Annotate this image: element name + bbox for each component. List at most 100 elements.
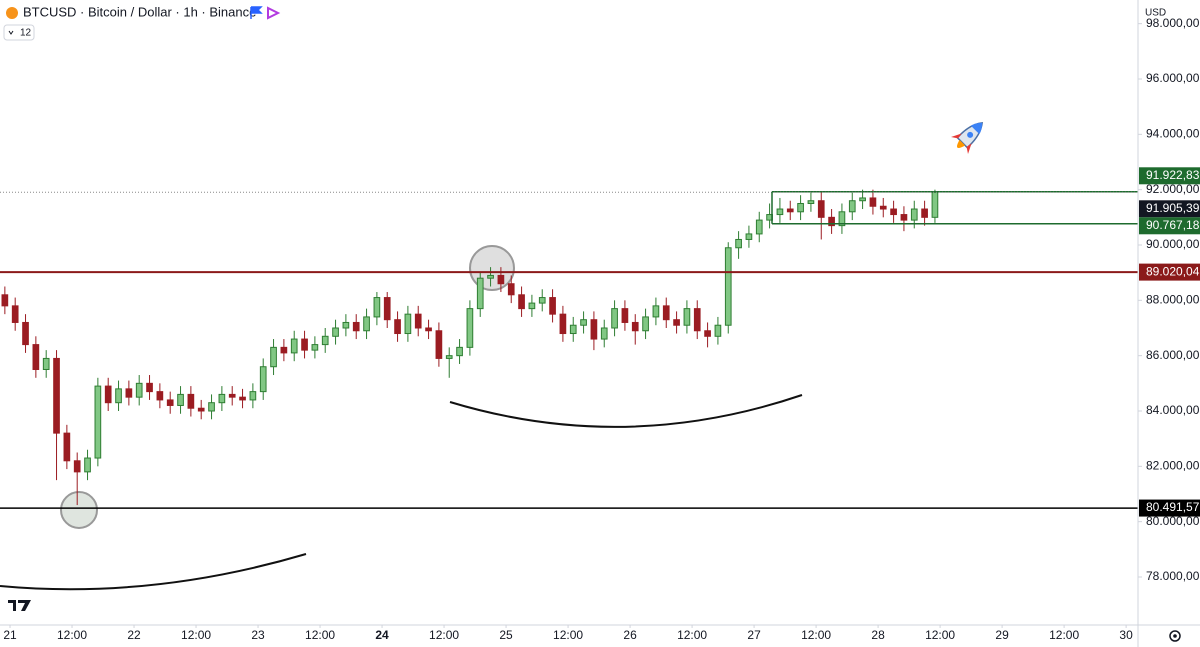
price-label-bg: [1139, 167, 1200, 185]
candle-body: [373, 297, 381, 318]
x-tick-label: 12:00: [553, 628, 583, 642]
candle-body: [270, 346, 277, 368]
candle-body: [135, 382, 143, 398]
candle-body: [569, 324, 577, 335]
candle-body: [580, 319, 587, 326]
candle-body: [745, 233, 753, 240]
candle-body: [104, 385, 112, 404]
x-tick-label: 12:00: [925, 628, 955, 642]
rocket-icon: [951, 122, 983, 154]
candle-body: [724, 247, 732, 326]
replay-icon[interactable]: [267, 6, 281, 20]
y-tick-label: 86.000,00: [1146, 348, 1200, 362]
y-tick-label: 84.000,00: [1146, 403, 1200, 417]
indicator-toggle[interactable]: [3, 24, 35, 41]
candle-body: [838, 211, 846, 227]
candle-body: [921, 208, 928, 218]
candle-body: [528, 302, 536, 310]
candle-body: [600, 327, 608, 340]
indicator-count: 12: [20, 28, 32, 39]
price-label: 90.767,18: [1146, 218, 1200, 232]
candle-body: [311, 344, 319, 351]
curve-annotation: [449, 394, 803, 428]
candle-body: [755, 219, 763, 235]
x-tick-label: 23: [251, 628, 265, 642]
x-tick-label: 26: [623, 628, 637, 642]
candle-body: [11, 305, 19, 323]
x-tick-label: 21: [3, 628, 17, 642]
highlight-circle: [60, 491, 98, 529]
candle-body: [166, 399, 174, 406]
x-tick-label: 30: [1119, 628, 1133, 642]
candle-body: [487, 274, 494, 279]
candle-body: [197, 407, 205, 412]
coin-icon: [6, 7, 18, 19]
y-tick-label: 78.000,00: [1146, 569, 1200, 583]
candle-body: [900, 214, 908, 221]
candle-body: [352, 321, 360, 332]
price-label-bg: [1139, 217, 1200, 235]
candle-body: [518, 294, 525, 310]
levels: 91.922,83 91.905,39 90.767,18 89.020,04 80.4…: [0, 167, 1200, 517]
candle-body: [280, 346, 288, 354]
candle-body: [693, 308, 701, 332]
flag-icon[interactable]: [250, 6, 263, 19]
y-tick-label: 82.000,00: [1146, 459, 1200, 473]
candle-body: [383, 297, 391, 321]
candle-body: [890, 208, 897, 216]
candle-body: [714, 324, 722, 337]
candle-body: [259, 366, 267, 393]
y-tick-label: 90.000,00: [1146, 237, 1200, 251]
candle-body: [363, 316, 370, 332]
candle-body: [931, 191, 939, 218]
candle-body: [445, 355, 453, 359]
price-label: 91.922,83: [1146, 168, 1200, 182]
candle-body: [817, 200, 825, 218]
price-label-bg: [1139, 200, 1200, 218]
y-tick-label: 96.000,00: [1146, 71, 1200, 85]
candle-body: [115, 388, 122, 404]
y-tick-label: 88.000,00: [1146, 292, 1200, 306]
candle-body: [652, 305, 660, 318]
candle-body: [53, 357, 60, 434]
candle-body: [662, 305, 670, 321]
candle-body: [673, 319, 680, 326]
y-tick-label: 80.000,00: [1146, 514, 1200, 528]
x-tick-label: 12:00: [801, 628, 831, 642]
candle-body: [786, 208, 794, 213]
candle-body: [828, 216, 835, 227]
price-label: 91.905,39: [1146, 201, 1200, 215]
axes: 78.000,00 80.000,00 82.000,00 84.000,00 86.0…: [3, 16, 1199, 642]
price-label-bg: [1139, 263, 1200, 281]
candle-body: [404, 313, 412, 335]
candle-body: [125, 388, 133, 398]
y-tick-label: 94.000,00: [1146, 126, 1200, 140]
candle-body: [704, 330, 711, 337]
candle-body: [807, 200, 815, 204]
y-tick-label: 98.000,00: [1146, 16, 1200, 30]
candle-body: [414, 313, 422, 329]
candle-body: [63, 432, 71, 462]
candle-body: [497, 274, 505, 285]
candle-body: [73, 460, 81, 473]
candles: [1, 189, 939, 506]
candle-body: [869, 197, 877, 207]
symbol-title: BTCUSD · Bitcoin / Dollar · 1h · Binance: [23, 4, 256, 19]
x-tick-label: 24: [375, 628, 389, 642]
candle-body: [321, 335, 329, 346]
candle-body: [156, 391, 164, 401]
candle-body: [848, 200, 856, 213]
candle-body: [910, 208, 918, 221]
x-tick-label: 25: [499, 628, 513, 642]
settings-icon[interactable]: [1169, 630, 1181, 642]
candle-body: [879, 205, 887, 210]
candle-body: [218, 393, 226, 404]
candle-body: [342, 321, 350, 329]
x-tick-label: 12:00: [181, 628, 211, 642]
candle-body: [146, 382, 153, 393]
candle-body: [859, 197, 866, 202]
y-tick-label: 92.000,00: [1146, 182, 1200, 196]
